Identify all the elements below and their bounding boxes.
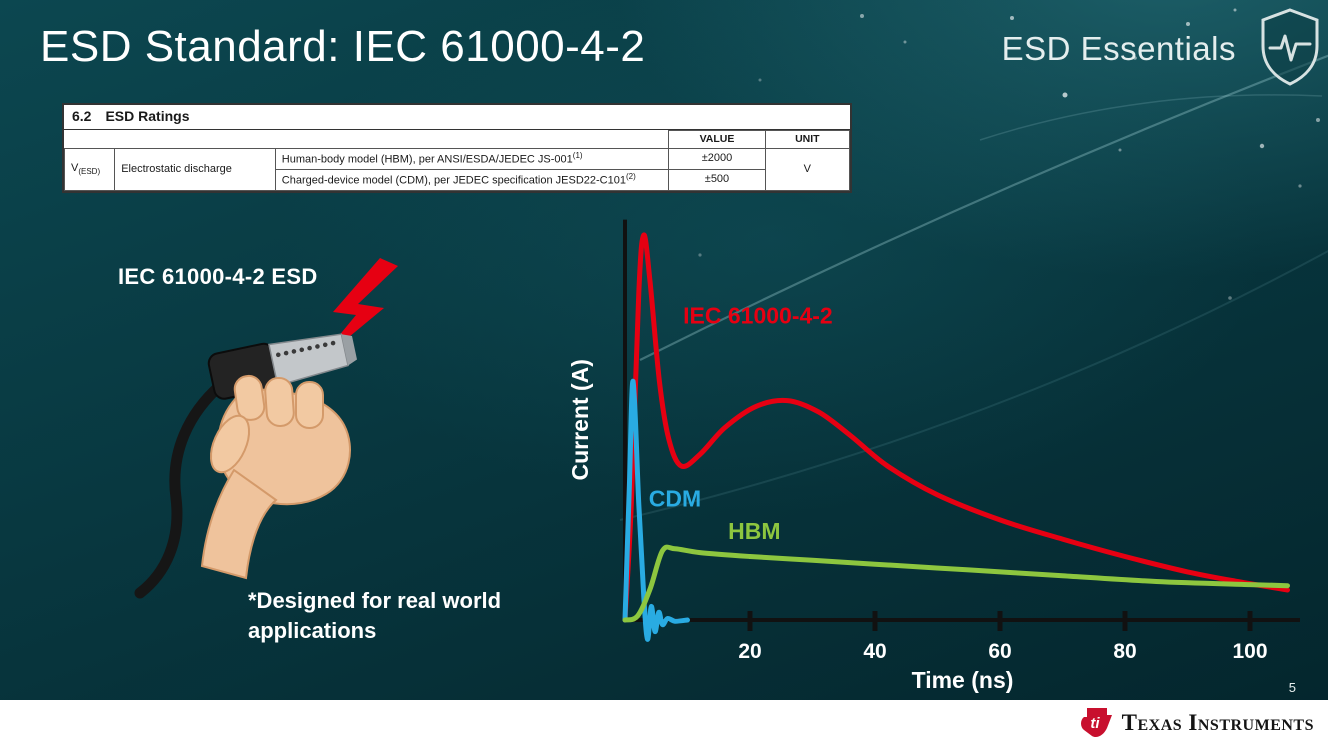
x-tick-label: 40 [863, 640, 886, 663]
hbm-description: Human-body model (HBM), per ANSI/ESDA/JE… [274, 147, 670, 171]
series-label: CDM [649, 485, 701, 511]
ti-logo: ti Texas Instruments [1080, 706, 1314, 740]
chart-canvas: 20 40 60 80 100 Time (ns) Current (A) IEC 61000… [567, 219, 1300, 693]
series-iec-61000-4-2 [622, 232, 1290, 623]
footer-bar: ti Texas Instruments [0, 700, 1328, 746]
series-hbm [622, 544, 1290, 623]
cdm-value: ±500 [668, 169, 766, 192]
ti-logo-icon: ti [1080, 708, 1112, 738]
table-row: V(ESD) Electrostatic discharge Human-bod… [63, 147, 851, 192]
esd-ratings-table: 6.2 ESD Ratings VALUE UNIT V(ESD) Electro… [62, 103, 852, 194]
table-section-title: 6.2 ESD Ratings [64, 105, 850, 130]
y-axis-label: Current (A) [570, 359, 593, 480]
unit-header: UNIT [764, 129, 851, 149]
series-label: IEC 61000-4-2 [683, 303, 833, 329]
brand-header: ESD Essentials [1001, 30, 1236, 67]
value-header: VALUE [668, 129, 766, 149]
finger [295, 381, 324, 429]
table-row: Charged-device model (CDM), per JEDEC sp… [65, 169, 850, 192]
hand-wrist [200, 468, 278, 580]
thumb [209, 414, 251, 474]
hbm-value: ±2000 [668, 147, 766, 171]
x-axis-label: Time (ns) [912, 667, 1014, 693]
hand-holding-hdmi-illustration [134, 258, 398, 599]
symbol-cell: V(ESD) [63, 147, 116, 192]
x-tick-label: 80 [1113, 640, 1136, 663]
lightning-bolt-icon [314, 258, 398, 366]
esd-essentials-shield-icon [1261, 8, 1319, 86]
iec-caption: IEC 61000-4-2 ESD [118, 264, 318, 289]
slide-title: ESD Standard: IEC 61000-4-2 [40, 22, 646, 71]
parameter-cell: Electrostatic discharge [114, 147, 276, 192]
ti-logo-text: Texas Instruments [1121, 710, 1314, 735]
x-tick-label: 20 [738, 640, 761, 663]
series-cdm [622, 378, 690, 642]
unit-cell: V [764, 147, 851, 192]
finger [264, 376, 295, 427]
finger [233, 374, 266, 421]
svg-text:ti: ti [1090, 715, 1100, 732]
series-label: HBM [728, 518, 780, 544]
x-tick-label: 60 [988, 640, 1011, 663]
esd-waveform-chart: 20 40 60 80 100 Time (ns) Current (A) IEC 61000… [567, 210, 1320, 705]
table-header-row: VALUE UNIT [64, 129, 851, 149]
cable [134, 377, 229, 599]
x-tick-label: 100 [1232, 640, 1267, 663]
cdm-description: Charged-device model (CDM), per JEDEC sp… [274, 169, 670, 192]
designed-note: *Designed for real world applications [248, 588, 502, 643]
page-number: 5 [1288, 680, 1296, 695]
